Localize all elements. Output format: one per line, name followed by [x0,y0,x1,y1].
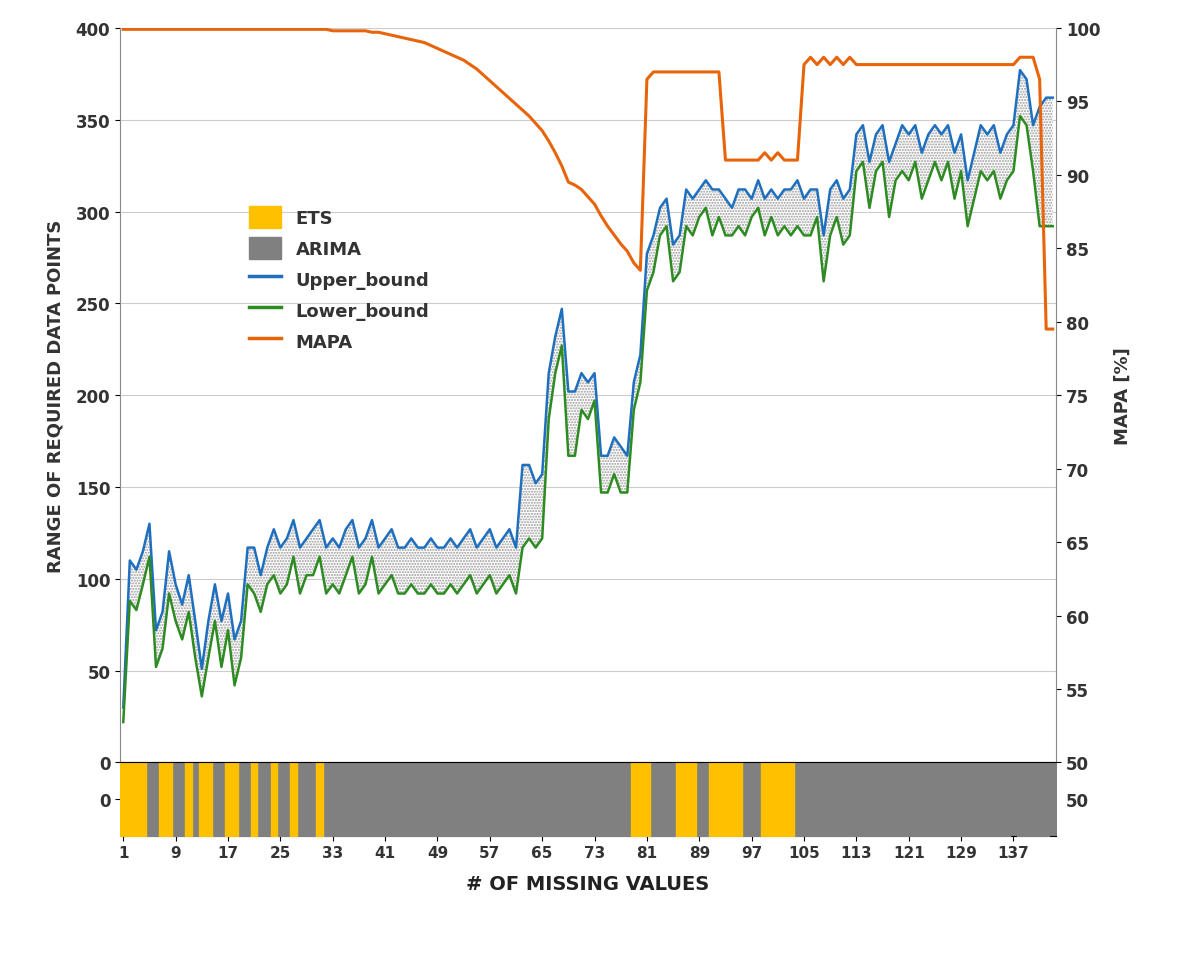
MAPA [1039,324,1054,335]
MAPA [1045,324,1060,335]
MAPA [496,87,510,99]
Line: MAPA: MAPA [124,31,1052,330]
Upper_bound [1013,65,1027,77]
Legend: ETS, ARIMA, Upper_bound, Lower_bound, MAPA: ETS, ARIMA, Upper_bound, Lower_bound, MA… [241,199,437,359]
Upper_bound [1045,93,1060,105]
Lower_bound [359,579,373,590]
MAPA [431,43,445,55]
Upper_bound [528,478,542,489]
Upper_bound [149,625,163,636]
Upper_bound [431,542,445,554]
Lower_bound [1013,111,1027,123]
Line: Lower_bound: Lower_bound [124,117,1052,723]
Upper_bound [116,702,131,713]
Lower_bound [431,588,445,600]
Lower_bound [116,717,131,728]
Y-axis label: RANGE OF REQUIRED DATA POINTS: RANGE OF REQUIRED DATA POINTS [47,219,65,572]
Lower_bound [194,691,209,702]
MAPA [149,25,163,37]
MAPA [359,26,373,37]
Y-axis label: MAPA [%]: MAPA [%] [1114,347,1132,445]
Lower_bound [496,579,510,590]
MAPA [528,118,542,130]
MAPA [116,25,131,37]
Line: Upper_bound: Upper_bound [124,71,1052,707]
X-axis label: # OF MISSING VALUES: # OF MISSING VALUES [467,874,709,893]
Upper_bound [496,533,510,545]
Lower_bound [149,661,163,673]
Upper_bound [359,533,373,545]
Upper_bound [194,663,209,675]
MAPA [194,25,209,37]
Lower_bound [528,542,542,554]
Lower_bound [1045,221,1060,233]
